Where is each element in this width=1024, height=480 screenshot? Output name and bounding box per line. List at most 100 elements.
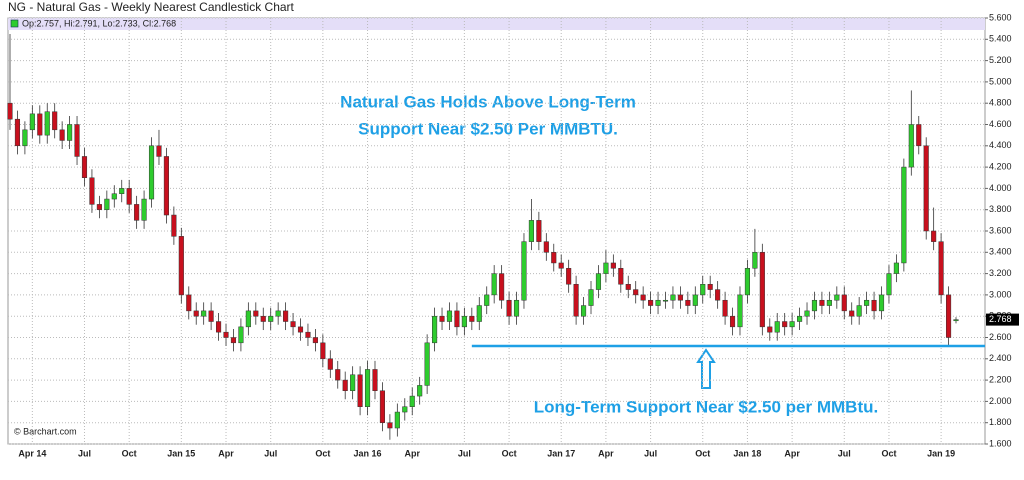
candle-body <box>953 319 959 322</box>
candle-body <box>14 118 21 147</box>
x-tick-label: Jul <box>78 448 91 458</box>
x-tick-label: Jul <box>838 448 851 458</box>
candle-body <box>141 198 147 221</box>
price-tag <box>986 313 1019 326</box>
candle-body <box>878 294 885 312</box>
candle-body <box>186 294 192 312</box>
candle-body <box>402 406 408 413</box>
candle-body <box>759 252 765 328</box>
candle-body <box>826 299 832 306</box>
candle-body <box>677 294 683 301</box>
y-tick-label: 2.200 <box>989 374 1012 384</box>
y-tick-label: 1.600 <box>989 438 1012 448</box>
candle-body <box>134 204 140 221</box>
candle-body <box>737 294 743 328</box>
candle-body <box>364 369 371 407</box>
candle-body <box>513 299 520 317</box>
candle-body <box>491 273 497 296</box>
candle-body <box>715 289 721 301</box>
candle-body <box>558 262 564 269</box>
candle-body <box>603 262 609 274</box>
candle-body <box>275 310 281 317</box>
candle-body <box>335 369 341 381</box>
x-tick-label: Apr <box>784 448 800 458</box>
candle-body <box>156 145 162 157</box>
candle-body <box>394 411 400 429</box>
candle-body <box>238 326 244 344</box>
y-tick-label: 3.800 <box>989 204 1012 214</box>
y-tick-label: 2.400 <box>989 353 1012 363</box>
annotation: Long-Term Support Near $2.50 per MMBtu. <box>534 397 878 416</box>
candle-body <box>901 166 907 264</box>
candle-body <box>528 220 534 242</box>
candle-body <box>44 111 50 136</box>
y-tick-label: 2.600 <box>989 332 1012 342</box>
candle-body <box>290 321 296 328</box>
candle-body <box>945 294 952 338</box>
candle-body <box>469 315 475 322</box>
y-tick-label: 3.200 <box>989 268 1012 278</box>
y-tick-label: 4.600 <box>989 119 1012 129</box>
candle-body <box>372 369 378 392</box>
y-tick-label: 5.200 <box>989 55 1012 65</box>
candle-body <box>797 315 803 322</box>
y-tick-label: 2.000 <box>989 396 1012 406</box>
x-tick-label: Jan 19 <box>927 448 955 458</box>
candle-body <box>230 337 237 344</box>
annotation: Natural Gas Holds Above Long-Term <box>340 92 636 111</box>
arrow <box>696 348 716 389</box>
candle-body <box>29 113 35 131</box>
candle-body <box>782 321 788 328</box>
candle-body <box>484 294 490 306</box>
candle-body <box>81 156 88 178</box>
candle-body <box>752 252 758 269</box>
legend-band <box>8 18 985 30</box>
legend-swatch <box>10 19 19 28</box>
candle-body <box>7 102 13 120</box>
candle-body <box>260 315 266 322</box>
candle-body <box>245 310 251 328</box>
x-tick-label: Jan 17 <box>547 448 575 458</box>
y-tick-label: 4.400 <box>989 140 1012 150</box>
y-tick-label: 3.400 <box>989 247 1012 257</box>
candle-body <box>811 299 818 312</box>
candle-body <box>841 294 847 312</box>
candle-body <box>521 241 527 301</box>
candle-body <box>223 331 229 338</box>
candle-body <box>59 129 65 141</box>
candle-body <box>804 310 810 317</box>
y-tick-label: 5.000 <box>989 76 1012 86</box>
x-tick-label: Apr <box>218 448 234 458</box>
candle-body <box>536 220 542 242</box>
candle-body <box>201 310 207 317</box>
candle-body <box>931 230 937 242</box>
candle-body <box>864 299 870 306</box>
candle-body <box>774 321 780 333</box>
candle-body <box>283 310 289 322</box>
annotation: Support Near $2.50 Per MMBTU. <box>358 119 618 138</box>
candle-body <box>662 299 669 302</box>
candle-body <box>670 294 676 301</box>
candle-body <box>655 299 661 306</box>
x-tick-label: Oct <box>881 448 896 458</box>
candle-body <box>923 145 929 232</box>
candle-body <box>357 374 363 407</box>
candle-body <box>312 337 318 344</box>
candle-body <box>886 273 892 296</box>
candle-body <box>692 294 698 306</box>
legend-text: Op:2.757, Hi:2.791, Lo:2.733, Cl:2.768 <box>22 18 176 28</box>
candle-body <box>566 268 572 285</box>
x-tick-label: Oct <box>502 448 517 458</box>
y-tick-label: 1.800 <box>989 417 1012 427</box>
candle-body <box>610 262 616 269</box>
y-tick-label: 4.000 <box>989 183 1012 193</box>
candle-body <box>350 374 356 391</box>
candle-body <box>67 124 73 141</box>
candle-body <box>342 379 348 392</box>
x-tick-label: Jan 15 <box>167 448 195 458</box>
x-tick-label: Apr <box>598 448 614 458</box>
candle-body <box>253 310 259 317</box>
price-tag-label: 2.768 <box>989 314 1012 324</box>
candle-body <box>856 305 862 317</box>
